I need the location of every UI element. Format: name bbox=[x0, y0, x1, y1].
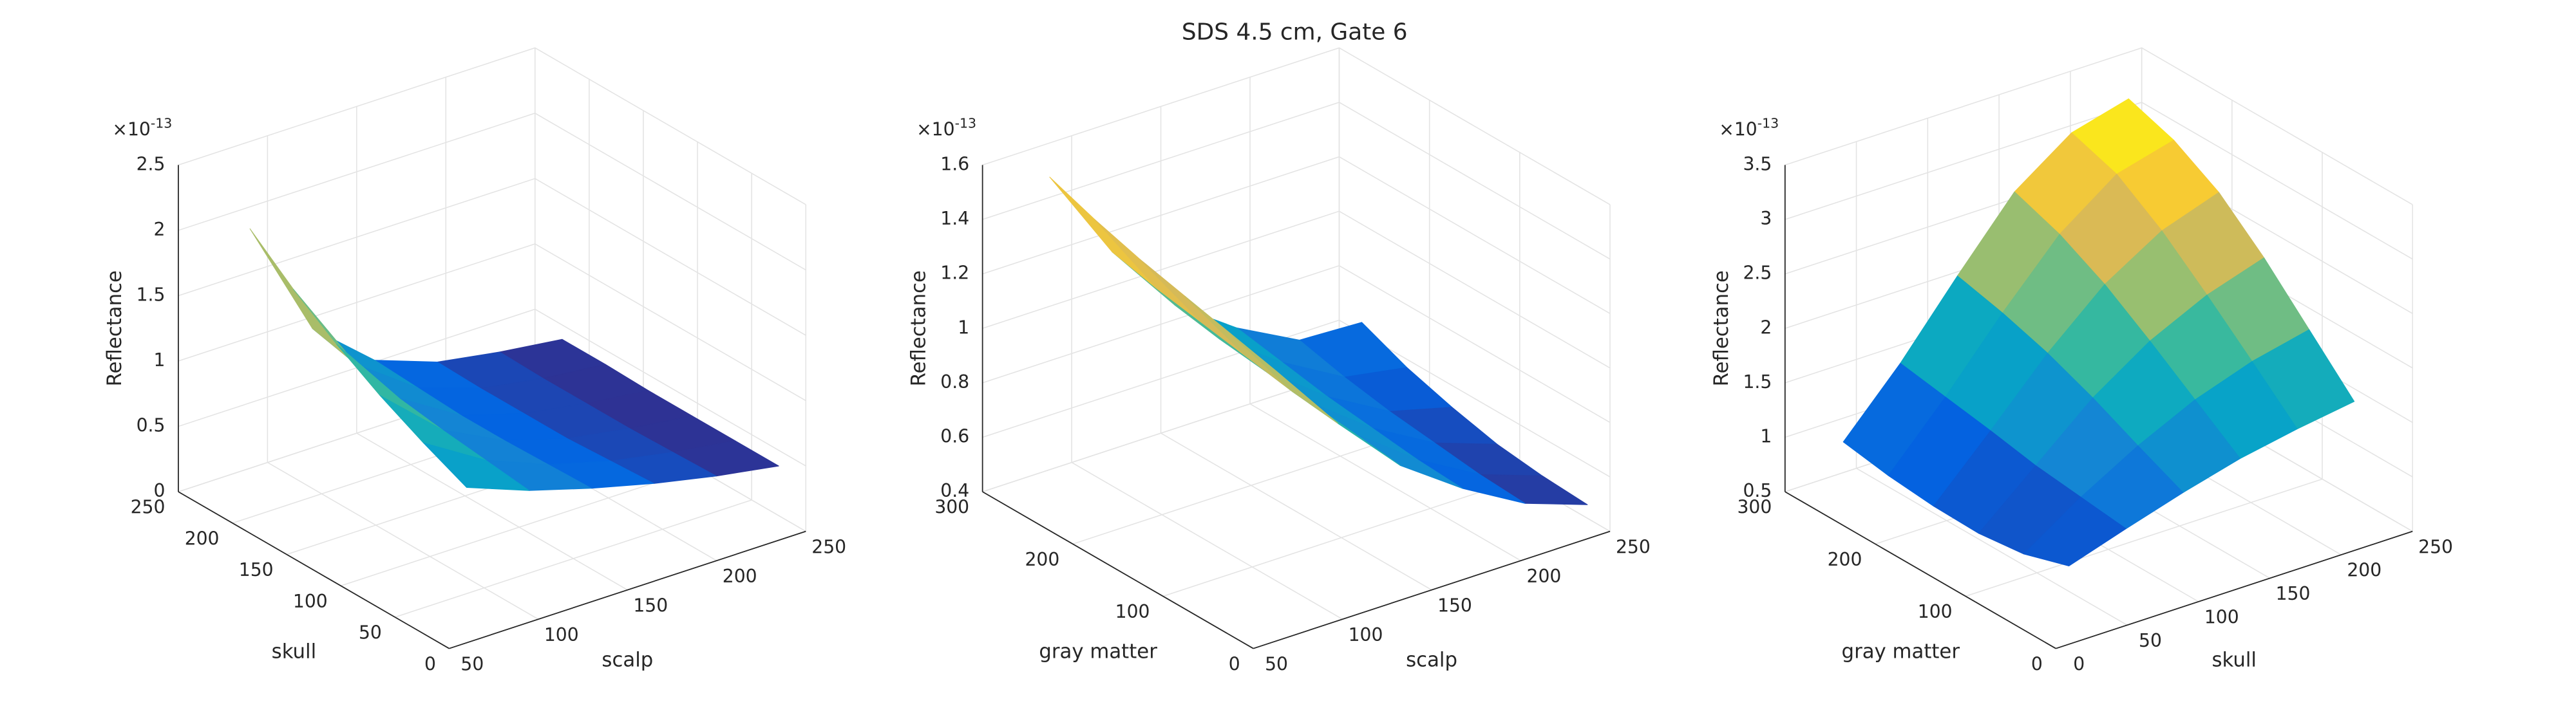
z-scale-exponent: -13 bbox=[955, 115, 976, 131]
z-tick-label: 2.5 bbox=[1743, 263, 1772, 284]
z-axis-label: Reflectance bbox=[1710, 270, 1733, 386]
x-axis-label: scalp bbox=[1406, 648, 1457, 671]
y-tick-label: 100 bbox=[293, 591, 328, 612]
x-tick-label: 200 bbox=[2347, 560, 2382, 581]
y-tick-label: 0 bbox=[424, 653, 436, 674]
y-axis-label: skull bbox=[272, 640, 316, 664]
x-tick-label: 50 bbox=[2139, 630, 2162, 651]
y-axis-label: gray matter bbox=[1039, 640, 1157, 664]
y-tick-label: 50 bbox=[359, 622, 382, 644]
y-axis-label: gray matter bbox=[1842, 640, 1960, 664]
y-tick-label: 200 bbox=[1828, 549, 1862, 570]
axis-line bbox=[178, 491, 450, 649]
z-tick-label: 1 bbox=[1760, 425, 1772, 447]
x-tick-label: 100 bbox=[544, 624, 579, 645]
z-axis-label: Reflectance bbox=[907, 270, 931, 386]
grid-line bbox=[178, 308, 806, 467]
z-scale-exponent: -13 bbox=[151, 115, 172, 131]
y-tick-label: 100 bbox=[1918, 601, 1953, 622]
grid-line bbox=[1785, 47, 2413, 205]
grid-line bbox=[982, 319, 1611, 478]
z-tick-label: 1.5 bbox=[137, 284, 166, 305]
grid-line bbox=[1785, 102, 2413, 260]
surface-patch bbox=[1229, 333, 1338, 424]
z-tick-label: 3 bbox=[1760, 208, 1772, 229]
x-tick-label: 50 bbox=[1265, 653, 1288, 674]
z-tick-label: 3.5 bbox=[1743, 153, 1772, 174]
y-tick-label: 300 bbox=[934, 497, 969, 518]
z-tick-label: 0.8 bbox=[940, 371, 969, 393]
grid-line bbox=[982, 102, 1611, 260]
z-tick-label: 2 bbox=[1760, 317, 1772, 338]
y-tick-label: 200 bbox=[185, 528, 220, 549]
y-tick-label: 100 bbox=[1115, 601, 1150, 622]
x-tick-label: 250 bbox=[2418, 536, 2453, 557]
x-tick-label: 50 bbox=[460, 653, 484, 674]
x-tick-label: 100 bbox=[2204, 607, 2239, 628]
figure-title: SDS 4.5 cm, Gate 6 bbox=[1182, 19, 1408, 45]
y-tick-label: 300 bbox=[1737, 497, 1772, 518]
grid-line bbox=[178, 47, 806, 205]
grid-line bbox=[982, 210, 1611, 369]
z-tick-label: 0 bbox=[153, 480, 165, 501]
x-tick-label: 150 bbox=[2276, 583, 2311, 604]
z-scale-exponent: -13 bbox=[1757, 115, 1779, 131]
axis-line bbox=[1253, 530, 1611, 649]
axis-line bbox=[2056, 530, 2413, 649]
axis-line bbox=[982, 491, 1254, 649]
surface-patch bbox=[2023, 497, 2126, 567]
z-tick-label: 1 bbox=[153, 349, 165, 371]
x-tick-label: 0 bbox=[2073, 653, 2085, 674]
grid-line bbox=[982, 265, 1611, 423]
z-tick-label: 1 bbox=[958, 317, 969, 338]
z-tick-label: 1.4 bbox=[940, 208, 969, 229]
z-tick-label: 2.5 bbox=[137, 153, 166, 174]
axis-line bbox=[1785, 491, 2056, 649]
y-tick-label: 0 bbox=[1229, 653, 1240, 674]
grid-line bbox=[178, 113, 806, 271]
z-axis-label: Reflectance bbox=[103, 270, 126, 386]
z-tick-label: 0.6 bbox=[940, 425, 969, 447]
grid-line bbox=[982, 47, 1611, 205]
z-tick-label: 1.2 bbox=[940, 263, 969, 284]
x-axis-label: skull bbox=[2211, 648, 2256, 671]
y-tick-label: 0 bbox=[2031, 653, 2043, 674]
x-tick-label: 200 bbox=[723, 566, 757, 587]
z-tick-label: 0.5 bbox=[137, 415, 166, 436]
z-tick-label: 1.6 bbox=[940, 153, 969, 174]
grid-line bbox=[178, 178, 806, 336]
x-axis-label: scalp bbox=[601, 648, 653, 671]
y-tick-label: 200 bbox=[1025, 549, 1059, 570]
z-scale-label: ×10-13 bbox=[916, 115, 976, 140]
x-tick-label: 250 bbox=[1616, 536, 1651, 557]
z-scale-label: ×10-13 bbox=[1719, 115, 1779, 140]
y-tick-label: 250 bbox=[131, 497, 166, 518]
x-tick-label: 100 bbox=[1349, 624, 1383, 645]
y-tick-label: 150 bbox=[239, 559, 274, 580]
z-scale-base: ×10 bbox=[112, 119, 151, 140]
x-tick-label: 200 bbox=[1527, 566, 1562, 587]
z-tick-label: 2 bbox=[153, 219, 165, 240]
z-scale-base: ×10 bbox=[916, 119, 955, 140]
axis-line bbox=[449, 530, 806, 649]
z-tick-label: 0.5 bbox=[1743, 480, 1772, 501]
grid-line bbox=[178, 243, 806, 402]
surface-patch bbox=[422, 442, 530, 491]
x-tick-label: 150 bbox=[1437, 595, 1472, 616]
x-tick-label: 150 bbox=[633, 595, 668, 616]
z-scale-label: ×10-13 bbox=[112, 115, 172, 140]
z-scale-base: ×10 bbox=[1719, 119, 1757, 140]
z-tick-label: 1.5 bbox=[1743, 371, 1772, 393]
x-tick-label: 250 bbox=[811, 536, 846, 557]
z-tick-label: 0.4 bbox=[940, 480, 969, 501]
